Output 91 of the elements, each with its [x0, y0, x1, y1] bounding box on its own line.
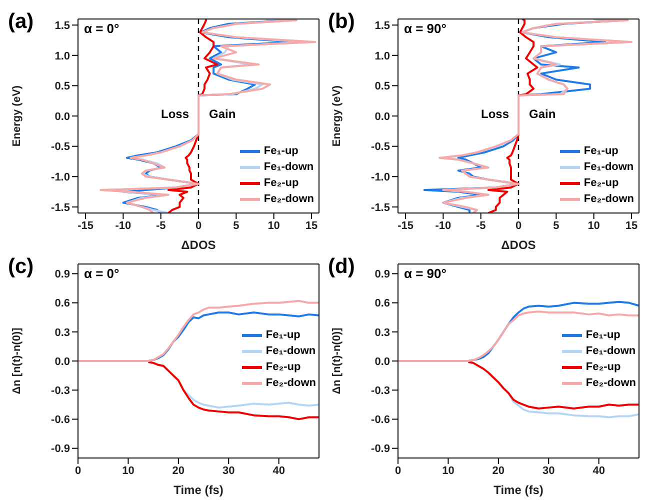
x-tick-label: 0	[195, 220, 202, 232]
line-series	[78, 300, 319, 362]
x-tick-label: 5	[553, 220, 560, 232]
y-tick-label: -0.9	[371, 443, 390, 456]
x-tick-label: 5	[233, 220, 240, 232]
y-tick-label: 0.3	[374, 326, 390, 339]
legend-label: Fe₂-up	[266, 360, 301, 376]
x-tick-label: 10	[268, 220, 280, 232]
y-tick-label: 0.5	[54, 80, 70, 93]
legend-label: Fe₁-up	[266, 328, 300, 344]
y-tick-label: 0.6	[374, 298, 390, 310]
x-tick-label: 20	[492, 464, 505, 477]
y-tick-label: -1.5	[51, 202, 70, 214]
y-tick-label: 1.0	[54, 50, 70, 62]
y-tick-label: 0.5	[374, 80, 390, 93]
x-tick-label: -10	[115, 220, 132, 232]
y-axis-title: Δn [n(t)-n(0)]	[10, 327, 23, 394]
x-tick-label: -5	[476, 220, 486, 232]
y-tick-label: 0.0	[54, 356, 70, 368]
y-tick-label: 1.0	[374, 50, 390, 62]
chart-title: (c)	[8, 255, 34, 279]
annotation: Loss	[160, 106, 189, 120]
x-axis-title: ΔDOS	[501, 238, 536, 252]
x-tick-label: 0	[74, 464, 82, 477]
y-tick-label: 1.5	[54, 20, 70, 32]
legend-label: Fe₂-up	[586, 360, 621, 376]
x-axis-title: Time (fs)	[174, 483, 224, 497]
legend-label: Fe₂-down	[586, 376, 636, 392]
y-axis-title: Energy (eV)	[330, 85, 343, 147]
y-tick-label: 0.3	[54, 326, 70, 339]
y-tick-label: -0.5	[51, 141, 70, 154]
x-axis-title: Time (fs)	[494, 483, 544, 497]
y-tick-label: -0.3	[51, 385, 70, 398]
legend-label: Fe₂-up	[264, 176, 299, 191]
chart-subtitle: α = 0°	[84, 266, 120, 281]
x-tick-label: 15	[305, 220, 318, 232]
x-tick-label: -15	[78, 220, 94, 232]
chart-title: (b)	[328, 10, 355, 34]
y-tick-label: 0.0	[374, 110, 390, 123]
legend-label: Fe₁-down	[266, 344, 316, 360]
y-tick-label: 0.9	[54, 268, 70, 281]
y-tick-label: -1.0	[51, 172, 70, 184]
y-tick-label: 0.0	[54, 110, 70, 123]
annotation: Gain	[209, 106, 236, 120]
x-tick-label: 15	[625, 220, 638, 232]
y-tick-label: -1.5	[371, 202, 390, 214]
x-tick-label: 20	[172, 464, 185, 477]
line-series	[147, 360, 319, 420]
y-tick-label: -0.6	[371, 414, 390, 426]
x-tick-label: 0	[515, 220, 522, 232]
y-axis-title: Δn [n(t)-n(0)]	[330, 327, 343, 394]
legend-label: Fe₁-down	[586, 344, 636, 360]
y-tick-label: -0.3	[371, 385, 390, 398]
x-tick-label: 10	[122, 464, 134, 477]
y-tick-label: 0.9	[374, 268, 390, 281]
y-axis-title: Energy (eV)	[10, 85, 23, 147]
legend-label: Fe₁-down	[264, 160, 314, 175]
chart-title: (a)	[8, 10, 34, 34]
y-tick-label: 0.6	[54, 298, 70, 310]
legend-label: Fe₂-down	[584, 192, 634, 207]
x-tick-label: 40	[272, 464, 285, 477]
legend-label: Fe₂-down	[266, 376, 316, 392]
legend-label: Fe₁-up	[264, 144, 298, 159]
y-tick-label: 0.0	[374, 356, 390, 368]
annotation: Loss	[480, 106, 509, 120]
x-tick-label: 40	[592, 464, 605, 477]
chart-subtitle: α = 90°	[404, 266, 446, 281]
chart-subtitle: α = 0°	[84, 21, 120, 36]
legend-label: Fe₁-up	[584, 144, 618, 159]
x-tick-label: 0	[394, 464, 402, 477]
x-tick-label: 30	[222, 464, 235, 477]
x-tick-label: 30	[542, 464, 555, 477]
x-tick-label: 10	[588, 220, 600, 232]
line-series	[398, 310, 639, 362]
legend-label: Fe₂-up	[584, 176, 619, 191]
legend-label: Fe₁-down	[584, 160, 634, 175]
y-tick-label: -0.9	[51, 443, 70, 456]
x-tick-label: -15	[398, 220, 414, 232]
x-tick-label: -10	[435, 220, 452, 232]
x-axis-title: ΔDOS	[181, 238, 216, 252]
y-tick-label: -0.5	[371, 141, 390, 154]
annotation: Gain	[529, 106, 556, 120]
x-tick-label: -5	[156, 220, 166, 232]
chart-title: (d)	[328, 255, 355, 279]
legend-label: Fe₂-down	[264, 192, 314, 207]
legend-label: Fe₁-up	[586, 328, 620, 344]
y-tick-label: -1.0	[371, 172, 390, 184]
y-tick-label: -0.6	[51, 414, 70, 426]
y-tick-label: 1.5	[374, 20, 390, 32]
chart-subtitle: α = 90°	[404, 21, 446, 36]
x-tick-label: 10	[442, 464, 454, 477]
